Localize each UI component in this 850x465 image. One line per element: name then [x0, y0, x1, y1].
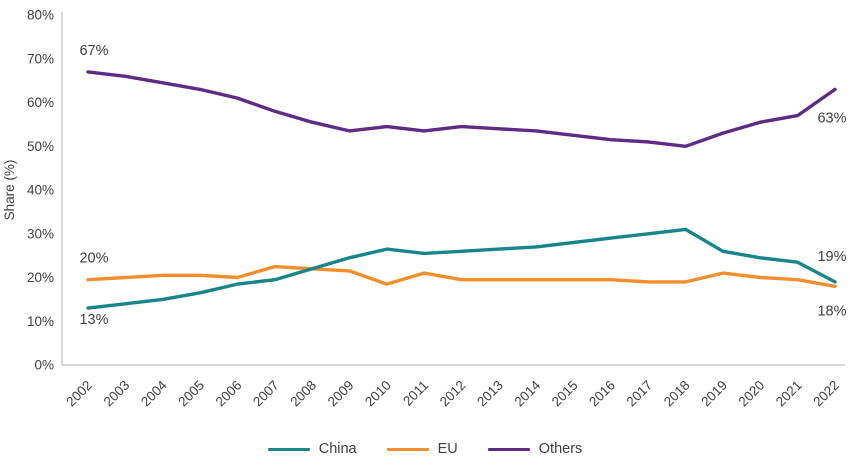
x-tick-label: 2016	[586, 378, 618, 410]
legend-label-china: China	[318, 441, 357, 457]
legend-item-others: Others	[487, 441, 583, 457]
data-label-china-2002: 13%	[79, 312, 108, 328]
x-tick-label: 2013	[474, 378, 506, 410]
x-tick-label: 2021	[773, 378, 805, 410]
x-tick-label: 2007	[250, 378, 282, 410]
x-tick-label: 2005	[175, 378, 207, 410]
y-tick-label: 40%	[27, 183, 54, 198]
data-label-china-2022: 19%	[817, 249, 846, 265]
x-tick-label: 2004	[138, 377, 170, 409]
data-label-others-2022: 63%	[817, 110, 846, 126]
x-tick-label: 2014	[511, 377, 543, 409]
eu-line-swatch-icon	[386, 447, 429, 451]
x-tick-label: 2015	[549, 378, 581, 410]
data-label-others-2002: 67%	[79, 43, 108, 59]
data-label-eu-2022: 18%	[817, 303, 846, 319]
x-tick-label: 2008	[287, 378, 319, 410]
legend-item-eu: EU	[386, 441, 458, 457]
data-label-eu-2002: 20%	[79, 251, 108, 267]
series-line-china	[86, 227, 837, 310]
x-tick-label: 2006	[213, 378, 245, 410]
x-tick-label: 2022	[810, 378, 842, 410]
y-tick-label: 0%	[34, 358, 54, 373]
y-tick-label: 20%	[27, 270, 54, 285]
x-tick-label: 2017	[624, 378, 656, 410]
y-axis-title: Share (%)	[2, 160, 17, 221]
y-tick-label: 10%	[27, 314, 54, 329]
y-tick-label: 30%	[27, 226, 54, 241]
series-line-eu	[86, 264, 837, 288]
y-tick-label: 50%	[27, 139, 54, 154]
legend-label-others: Others	[538, 441, 583, 457]
x-tick-label: 2002	[63, 378, 95, 410]
x-tick-label: 2011	[400, 378, 431, 409]
x-tick-label: 2012	[437, 378, 469, 410]
y-tick-label: 80%	[27, 8, 54, 23]
chart-plot-area: 0%10%20%30%40%50%60%70%80%Share (%)2002 2…	[2, 8, 847, 410]
china-line-swatch-icon	[267, 447, 310, 451]
series-line-others	[86, 70, 837, 149]
legend-label-eu: EU	[437, 441, 458, 457]
x-tick-label: 2019	[698, 378, 730, 410]
y-tick-label: 70%	[27, 51, 54, 66]
x-tick-label: 2020	[736, 378, 768, 410]
y-tick-label: 60%	[27, 95, 54, 110]
x-tick-label: 2003	[101, 378, 133, 410]
legend-item-china: China	[267, 441, 357, 457]
others-line-swatch-icon	[487, 447, 530, 451]
x-tick-label: 2009	[325, 378, 357, 410]
x-tick-label: 2018	[661, 378, 693, 410]
chart-legend: China EU Others	[0, 436, 850, 462]
x-tick-label: 2010	[362, 378, 394, 410]
